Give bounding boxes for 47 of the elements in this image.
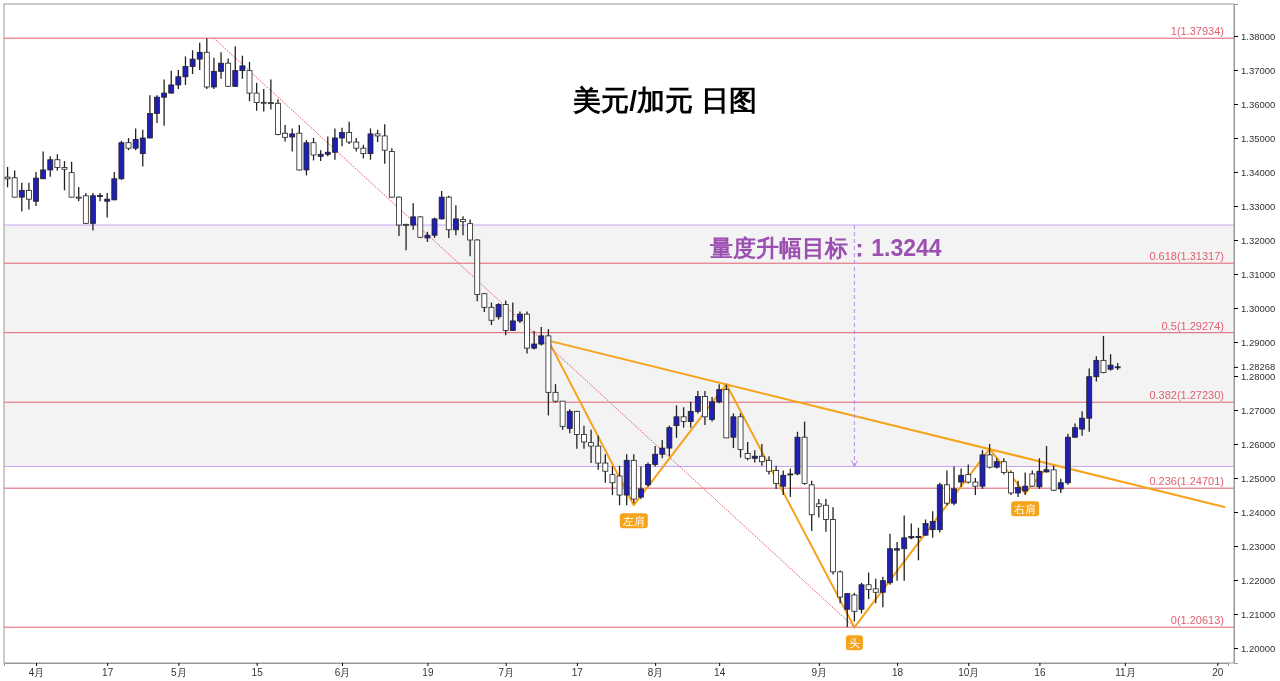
- y-tick-label: 1.21000: [1241, 608, 1276, 620]
- annotation: 量度升幅目标：1.3244: [709, 235, 942, 262]
- ref-line-label: 0.382(1.27230): [1149, 389, 1224, 402]
- x-tick-label: 11月: [1115, 667, 1136, 679]
- x-tick-label: 10月: [958, 667, 980, 679]
- ref-line-label: 0.618(1.31317): [1149, 250, 1224, 263]
- x-tick-label: 14: [714, 667, 726, 679]
- y-tick-label: 1.30000: [1241, 302, 1276, 314]
- y-tick-label: 1.34000: [1241, 166, 1276, 178]
- y-tick-label: 1.28000: [1241, 370, 1276, 382]
- annotation: 右肩: [1014, 503, 1037, 516]
- x-tick-label: 16: [1034, 667, 1046, 679]
- text: 美元/加元 日图: [572, 85, 757, 116]
- y-tick-label: 1.33000: [1241, 200, 1276, 212]
- annotation: 左肩: [622, 515, 645, 528]
- ref-line-label: 0(1.20613): [1170, 614, 1224, 627]
- ref-line-label: 0.236(1.24701): [1149, 475, 1224, 488]
- y-tick-label: 1.26000: [1241, 438, 1276, 450]
- x-tick-label: 17: [571, 667, 584, 679]
- y-tick-label: 1.24000: [1241, 506, 1276, 518]
- x-tick-label: 15: [251, 667, 264, 679]
- x-tick-label: 8月: [647, 667, 664, 679]
- y-tick-label: 1.29000: [1241, 336, 1276, 348]
- ref-line-label: 0.5(1.29274): [1161, 319, 1224, 332]
- y-tick-label: 1.36000: [1241, 98, 1276, 110]
- x-tick-label: 9月: [811, 667, 828, 679]
- x-tick-label: 18: [892, 667, 904, 679]
- x-tick-label: 4月: [28, 667, 45, 679]
- y-tick-label: 1.31000: [1241, 268, 1276, 280]
- x-tick-label: 7月: [498, 667, 514, 679]
- y-tick-label: 1.22000: [1241, 574, 1276, 586]
- x-tick-label: 17: [102, 667, 114, 679]
- y-tick-label: 1.37000: [1241, 64, 1276, 76]
- y-tick-label: 1.28268: [1241, 361, 1276, 373]
- x-tick-label: 20: [1212, 667, 1224, 679]
- ref-line-label: 1(1.37934): [1170, 25, 1224, 38]
- y-tick-label: 1.20000: [1241, 642, 1276, 654]
- annotation: 头: [848, 637, 860, 650]
- y-tick-label: 1.27000: [1241, 404, 1276, 416]
- y-tick-label: 1.23000: [1241, 540, 1276, 552]
- y-tick-label: 1.38000: [1241, 30, 1276, 42]
- y-tick-label: 1.35000: [1241, 132, 1276, 144]
- x-tick-label: 5月: [171, 667, 187, 679]
- x-tick-label: 6月: [334, 667, 351, 679]
- x-tick-label: 19: [422, 667, 434, 679]
- y-tick-label: 1.32000: [1241, 234, 1276, 246]
- y-tick-label: 1.25000: [1241, 472, 1276, 484]
